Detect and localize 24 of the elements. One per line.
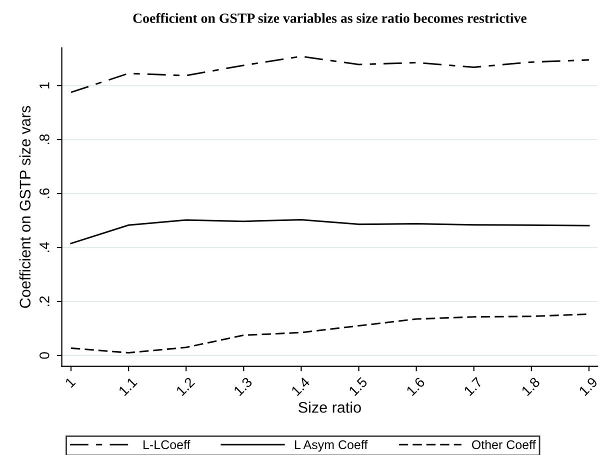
- x-tick-label: 1.4: [290, 376, 310, 396]
- y-tick-label: .6: [39, 188, 50, 198]
- y-axis-title: Coefficient on GSTP size vars: [19, 106, 31, 308]
- y-tick-label: .4: [40, 242, 50, 252]
- x-axis-title: Size ratio: [298, 402, 361, 413]
- x-tick-label: 1.5: [348, 376, 368, 396]
- x-tick-label: 1.6: [406, 376, 426, 396]
- x-tick-label: 1.1: [118, 376, 138, 396]
- legend-label: Other Coeff: [472, 440, 536, 450]
- line-series: [70, 56, 590, 94]
- x-tick-label: 1.8: [521, 376, 540, 396]
- y-tick-label: .8: [39, 134, 50, 144]
- y-tick-label: 1: [40, 82, 50, 88]
- chart-title: Coefficient on GSTP size variables as size ratio becomes restrictive: [133, 12, 526, 23]
- legend-label: L-LCoeff: [144, 440, 190, 450]
- line-series: [70, 218, 590, 244]
- y-tick-label: 0: [39, 352, 50, 359]
- x-tick-label: 1.2: [176, 376, 195, 396]
- x-tick-label: 1.3: [233, 376, 253, 396]
- y-tick-label: .2: [39, 296, 50, 306]
- x-tick-label: 1: [64, 376, 76, 388]
- x-tick-label: 1.7: [464, 376, 483, 396]
- x-tick-label: 1.9: [578, 376, 598, 396]
- legend-label: L Asym Coeff: [295, 440, 368, 452]
